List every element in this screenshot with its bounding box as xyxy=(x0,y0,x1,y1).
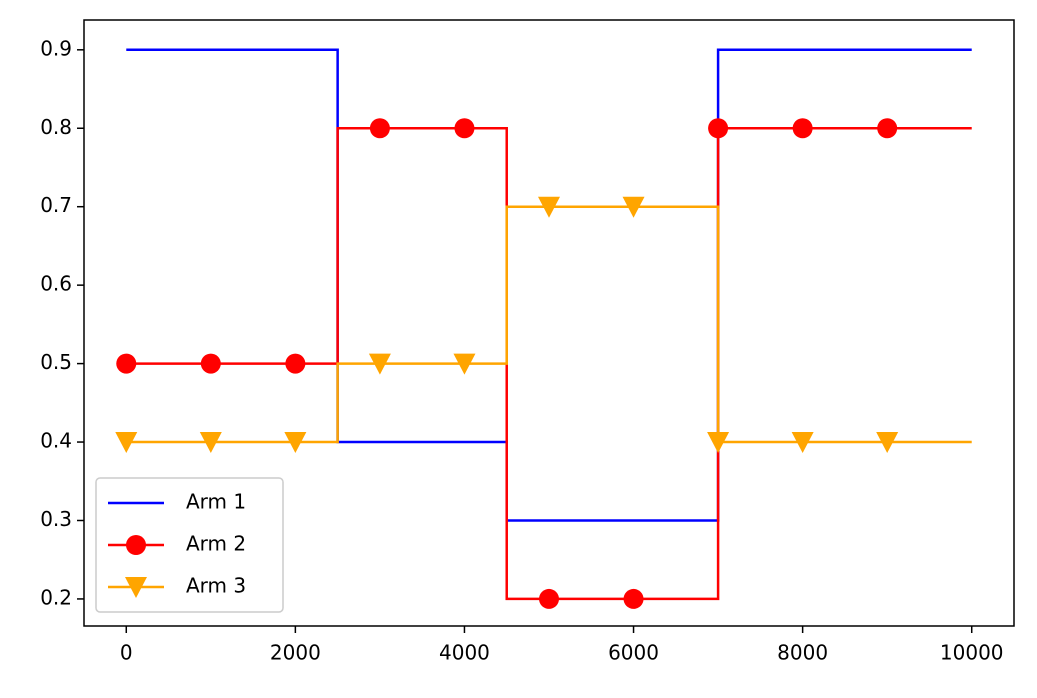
marker xyxy=(368,353,391,375)
y-tick-label: 0.8 xyxy=(40,115,72,139)
x-tick-label: 10000 xyxy=(940,641,1004,665)
y-tick-label: 0.9 xyxy=(40,36,72,60)
y-tick-label: 0.5 xyxy=(40,350,72,374)
x-tick-label: 6000 xyxy=(608,641,659,665)
y-tick-label: 0.6 xyxy=(40,272,72,296)
marker xyxy=(200,353,221,374)
marker xyxy=(707,432,730,454)
y-tick-label: 0.2 xyxy=(40,585,72,609)
legend-marker xyxy=(126,535,146,555)
marker xyxy=(877,118,898,139)
marker xyxy=(622,196,645,218)
legend-label: Arm 1 xyxy=(186,490,246,514)
marker xyxy=(791,432,814,454)
series-line xyxy=(126,205,972,444)
marker xyxy=(199,432,222,454)
marker xyxy=(454,118,475,139)
marker xyxy=(876,432,899,454)
marker xyxy=(623,588,644,609)
marker xyxy=(284,432,307,454)
legend-marker xyxy=(125,577,147,598)
marker xyxy=(369,118,390,139)
marker xyxy=(708,118,729,139)
legend: Arm 1 Arm 2 Arm 3 xyxy=(95,477,284,613)
y-tick-label: 0.3 xyxy=(40,507,72,531)
y-tick-label: 0.4 xyxy=(40,429,72,453)
marker xyxy=(792,118,813,139)
legend-label: Arm 3 xyxy=(186,574,246,598)
x-tick-label: 4000 xyxy=(439,641,490,665)
x-tick-label: 8000 xyxy=(777,641,828,665)
legend-label: Arm 2 xyxy=(186,532,246,556)
x-tick-label: 0 xyxy=(120,641,133,665)
marker xyxy=(115,432,138,454)
marker xyxy=(539,588,559,609)
marker xyxy=(285,353,306,374)
marker xyxy=(116,353,137,374)
marker xyxy=(538,196,560,218)
marker xyxy=(453,353,476,375)
x-tick-label: 2000 xyxy=(270,641,321,665)
plot-frame xyxy=(83,19,1015,627)
y-tick-label: 0.7 xyxy=(40,193,72,217)
